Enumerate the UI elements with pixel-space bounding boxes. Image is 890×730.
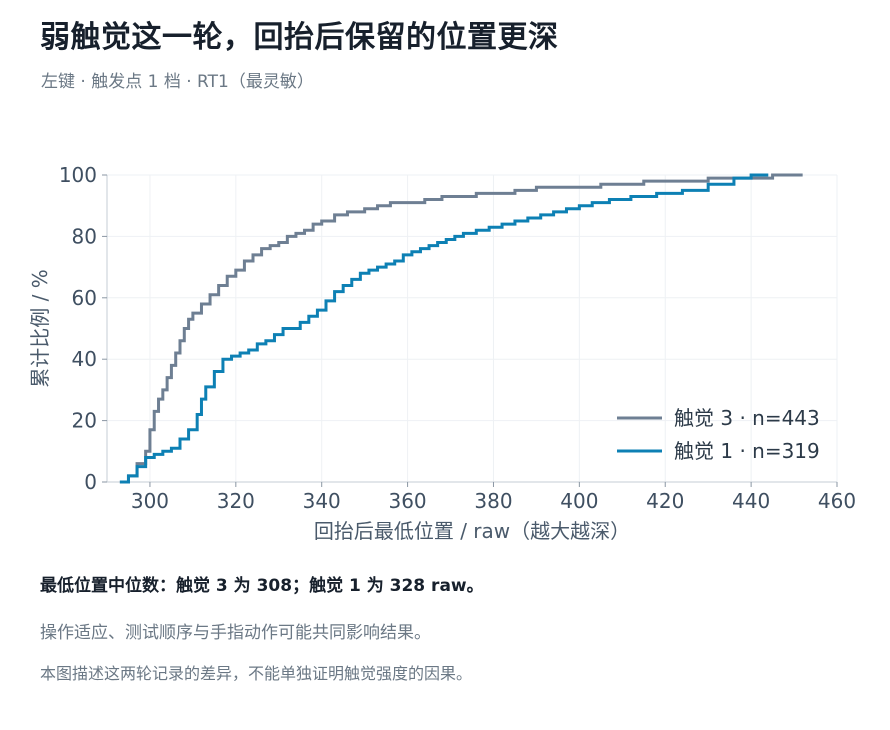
y-axis-label: 累计比例 / % (28, 269, 52, 387)
median-summary: 最低位置中位数：触觉 3 为 308；触觉 1 为 328 raw。 (40, 571, 484, 596)
x-tick-label: 360 (388, 489, 426, 513)
y-tick-label: 60 (72, 286, 97, 310)
legend-label: 触觉 1 · n=319 (674, 439, 820, 463)
x-tick-label: 300 (131, 489, 169, 513)
caveat-note: 操作适应、测试顺序与手指动作可能共同影响结果。 (40, 618, 431, 643)
x-tick-label: 420 (646, 489, 684, 513)
y-tick-label: 40 (72, 347, 97, 371)
y-tick-label: 0 (84, 470, 97, 494)
cdf-chart: 300 320 340 360 380 400 420 440 460 0 20 40 60 80 100 回… (0, 0, 890, 560)
x-tick-label: 460 (818, 489, 856, 513)
y-tick-label: 20 (72, 409, 97, 433)
causality-note: 本图描述这两轮记录的差异，不能单独证明触觉强度的因果。 (40, 660, 472, 684)
x-tick-label: 320 (217, 489, 255, 513)
x-tick-label: 380 (474, 489, 512, 513)
series-line-1 (120, 175, 803, 482)
legend-label: 触觉 3 · n=443 (674, 406, 820, 430)
x-axis-label: 回抬后最低位置 / raw（越大越深） (314, 519, 630, 543)
series-line-2 (120, 175, 768, 482)
y-tick-label: 80 (72, 224, 97, 248)
x-tick-label: 400 (560, 489, 598, 513)
x-tick-label: 340 (303, 489, 341, 513)
y-tick-label: 100 (59, 163, 97, 187)
x-tick-label: 440 (732, 489, 770, 513)
